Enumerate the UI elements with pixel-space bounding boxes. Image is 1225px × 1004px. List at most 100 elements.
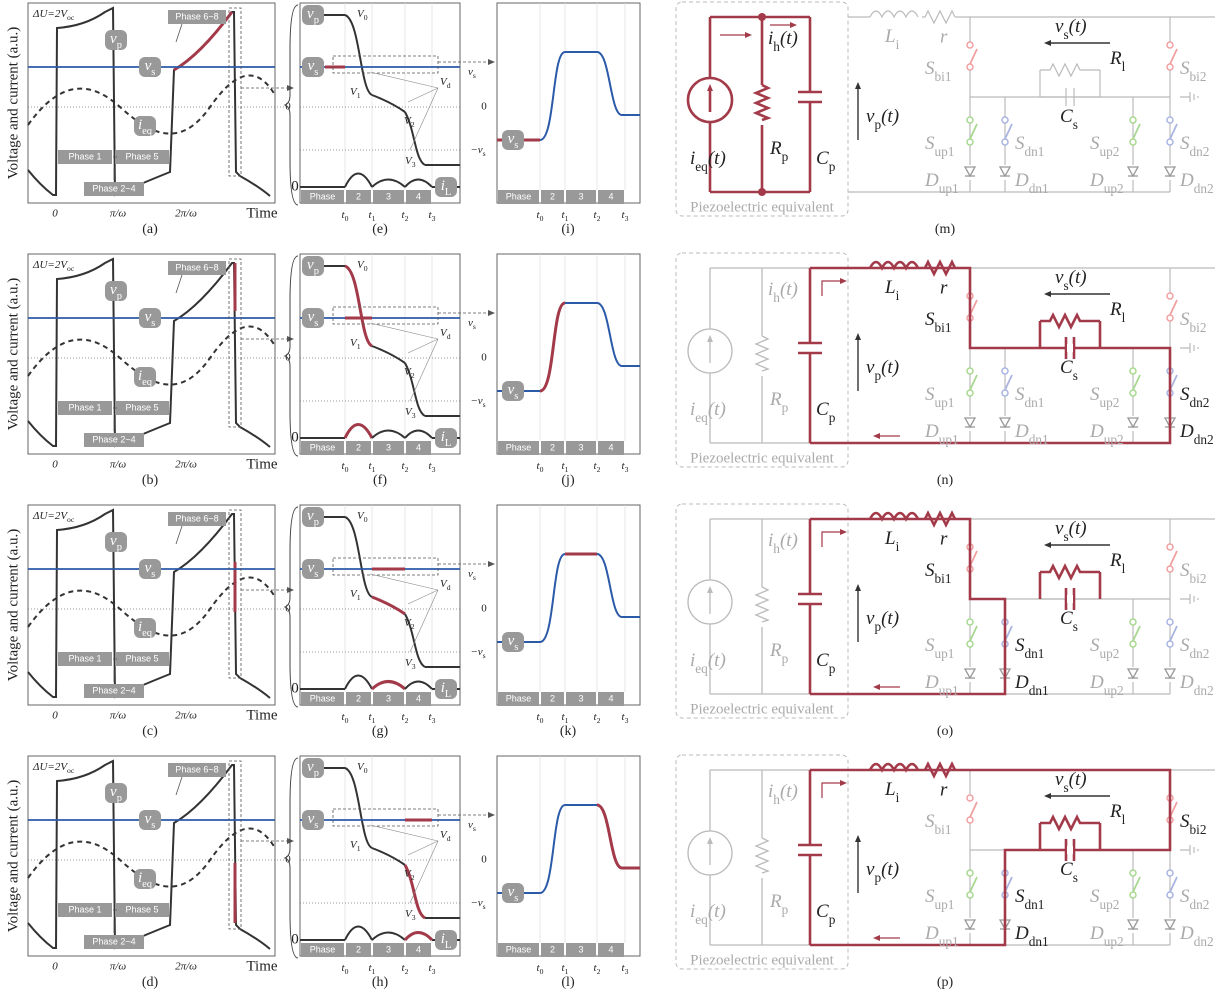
label: 0 xyxy=(481,854,487,866)
label-main: −v xyxy=(470,897,482,909)
label: V3 xyxy=(405,406,416,421)
arrow-head xyxy=(855,333,861,340)
label: 0 xyxy=(291,429,299,445)
t-label: t0 xyxy=(342,209,349,224)
label-main: S xyxy=(1090,133,1100,154)
wire xyxy=(1170,49,1177,64)
label-main: R xyxy=(769,891,782,912)
label-main: D xyxy=(1089,421,1104,442)
circuit-label: r xyxy=(940,26,948,47)
wire xyxy=(176,777,182,795)
diode xyxy=(1000,167,1010,176)
label: Phase xyxy=(310,944,336,954)
circuit-label: ih(t) xyxy=(768,28,798,53)
label-sub: up2 xyxy=(1104,432,1124,447)
label: −vs xyxy=(470,395,485,410)
label-sub: l xyxy=(1122,561,1126,576)
label: V1 xyxy=(350,588,361,603)
label-sub: up1 xyxy=(935,395,955,410)
label-sub: 2 xyxy=(405,967,409,976)
arrow-head xyxy=(707,837,713,844)
circuit-label: Sup2 xyxy=(1090,886,1119,911)
label-sub: eq xyxy=(142,126,153,137)
switch-pin xyxy=(967,795,973,801)
label: 4 xyxy=(608,944,613,954)
label: V0 xyxy=(357,761,368,776)
label-tail: (t) xyxy=(708,901,726,922)
label-sub: s xyxy=(514,140,518,151)
label: V0 xyxy=(357,510,368,525)
t-label: t3 xyxy=(622,711,629,726)
label: vs xyxy=(468,568,476,583)
wire xyxy=(176,526,182,544)
label: 3 xyxy=(578,442,583,452)
arrow-head xyxy=(707,84,713,91)
switch-pin xyxy=(1167,619,1173,625)
caption: (l) xyxy=(561,975,575,990)
t-label: t3 xyxy=(429,711,436,726)
label-main: R xyxy=(769,138,782,159)
circuit-label: Rl xyxy=(1109,48,1126,73)
label-sub: bi2 xyxy=(1190,822,1207,837)
arrow-head xyxy=(1044,40,1051,46)
wire xyxy=(405,682,432,690)
switch-pin xyxy=(1167,544,1173,550)
label-sub: s xyxy=(314,318,318,329)
label-sub: 2 xyxy=(411,371,415,380)
circuit-label: Cp xyxy=(816,650,836,675)
label-tail: (t) xyxy=(780,28,798,49)
label-main: L xyxy=(884,277,896,298)
circuit-label: Rp xyxy=(769,389,789,414)
circuit-label: Cs xyxy=(1060,859,1078,884)
wire xyxy=(405,180,432,188)
plot-frame xyxy=(497,505,640,705)
wire xyxy=(345,425,372,439)
label-sub: up1 xyxy=(935,646,955,661)
label-tail: (t) xyxy=(780,279,798,300)
label-main: S xyxy=(925,811,935,832)
label-sub: 0 xyxy=(345,465,349,474)
wire xyxy=(345,768,372,848)
plot-frame xyxy=(300,254,460,454)
caption: (i) xyxy=(561,222,575,237)
switch-pin xyxy=(1130,368,1136,374)
label-main: D xyxy=(1014,923,1029,944)
circuit-label: Ddn2 xyxy=(1179,672,1214,697)
diode xyxy=(1165,167,1175,176)
label-sub: 0 xyxy=(345,967,349,976)
switch-pin xyxy=(1002,368,1008,374)
label-main: S xyxy=(925,58,935,79)
label: vs xyxy=(468,66,476,81)
figure-row: Voltage and current (a.u.)ΔU=2Vocvpvsieq… xyxy=(5,504,1215,739)
label: Phase 1 xyxy=(68,904,101,914)
label-sub: 2 xyxy=(405,214,409,223)
circuit-label: ieq(t) xyxy=(690,901,726,926)
label-sub: up2 xyxy=(1100,897,1120,912)
label: −vs xyxy=(470,646,485,661)
circuit-label: ih(t) xyxy=(768,279,798,304)
wire xyxy=(1040,817,1100,861)
label-main: S xyxy=(1015,133,1025,154)
delta-label: ΔU=2Voc xyxy=(32,510,75,525)
x-tick-label: 2π/ω xyxy=(175,208,197,220)
wire xyxy=(333,558,438,575)
t-label: t2 xyxy=(594,460,601,475)
wire xyxy=(798,845,822,855)
label: V2 xyxy=(404,115,415,130)
label-tail: (t) xyxy=(780,781,798,802)
label-main: S xyxy=(1015,384,1025,405)
delta-label: ΔU=2Voc xyxy=(32,8,75,23)
label-sub: d xyxy=(447,81,451,90)
circuit-label: Li xyxy=(884,779,900,804)
circuit: ih(t)ieq(t)RpCpvp(t)Lirvs(t)RlCsSbi1Sbi2… xyxy=(676,755,1215,969)
y-axis-label: Voltage and current (a.u.) xyxy=(5,27,21,180)
switch-pin xyxy=(1130,117,1136,123)
label-sub: s xyxy=(151,318,155,329)
wire xyxy=(822,281,840,296)
t-label: t1 xyxy=(562,962,569,977)
wire xyxy=(372,346,405,363)
label-sub: 0 xyxy=(364,13,368,22)
label-sub: 2 xyxy=(405,716,409,725)
wire xyxy=(798,594,822,604)
arrow-head xyxy=(707,586,713,593)
